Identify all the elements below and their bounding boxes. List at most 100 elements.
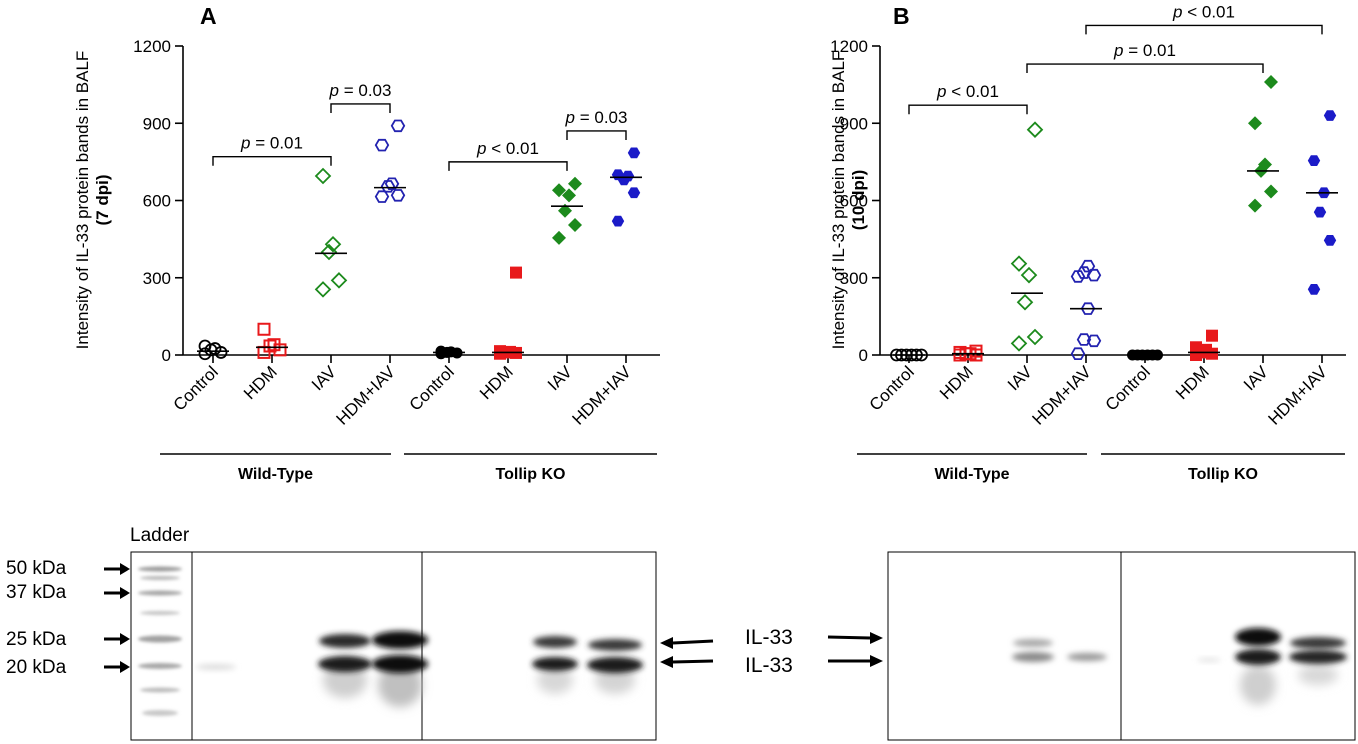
series-wild-type-iav <box>1010 121 1044 352</box>
marker-label-37kda: 37 kDa <box>6 582 67 603</box>
marker-label-20kda: 20 kDa <box>6 657 67 678</box>
comparison-value-0: < 0.01 <box>947 82 999 101</box>
marker-arrowhead-20kda <box>120 661 130 673</box>
ko10-hdmiav-smear <box>1298 665 1338 685</box>
x-tick-label-hdm-5: HDM <box>1172 362 1213 403</box>
x-tick-label-iav-6: IAV <box>1240 362 1272 394</box>
data-point-wild-type-iav-4 <box>1010 255 1028 272</box>
x-tick-label-hdm-iav-3: HDM+IAV <box>333 362 400 429</box>
ko10-iav-band-upper <box>1235 628 1281 646</box>
comparison-value-0: = 0.01 <box>251 134 303 153</box>
wt10-iav-band-lower <box>1012 652 1054 662</box>
group-label-tollip-ko: Tollip KO <box>496 466 566 483</box>
group-label-wild-type: Wild-Type <box>238 466 313 483</box>
comparison-value-2: < 0.01 <box>1183 2 1235 21</box>
blot-left-wt-lanes <box>318 631 428 707</box>
panel-label: B <box>893 3 910 29</box>
data-point-wild-type-hdm-4 <box>257 322 271 336</box>
il33-label-lower: IL-33 <box>745 654 793 677</box>
data-point-tollip-ko-hdm-iav-4 <box>1307 155 1321 166</box>
comparison-bracket-line-2 <box>1085 24 1323 35</box>
comparison-label-1: p = 0.03 <box>329 81 392 100</box>
wt-iav-band-lower <box>318 656 372 672</box>
data-point-tollip-ko-iav-0 <box>552 230 566 245</box>
data-point-wild-type-iav-0 <box>314 281 332 298</box>
y-tick-label-600: 600 <box>143 192 171 211</box>
ladder-bands <box>138 566 182 716</box>
data-point-wild-type-hdm-iav-2 <box>1076 333 1092 346</box>
series-wild-type-control <box>890 348 928 362</box>
wt10-iav-band-upper <box>1013 639 1053 647</box>
series-wild-type-iav <box>314 167 348 298</box>
data-point-tollip-ko-hdm-5 <box>510 266 522 279</box>
x-tick-label-hdm-5: HDM <box>476 362 517 403</box>
comparison-bracket-line-2 <box>448 161 568 171</box>
x-tick-label-hdm-1: HDM <box>936 362 977 403</box>
data-point-wild-type-iav-3 <box>324 236 342 253</box>
y-tick-label-0: 0 <box>859 346 868 365</box>
data-point-wild-type-iav-3 <box>1020 266 1038 284</box>
data-point-tollip-ko-iav-0 <box>1248 198 1262 213</box>
data-point-tollip-ko-hdm-iav-5 <box>1323 110 1337 121</box>
blot-left <box>130 551 657 741</box>
data-point-wild-type-hdm-iav-4 <box>374 138 390 152</box>
data-point-wild-type-iav-4 <box>314 167 332 185</box>
blot-right <box>887 551 1356 741</box>
comparison-label-2: p < 0.01 <box>1172 2 1235 21</box>
data-point-tollip-ko-hdm-4 <box>1190 341 1202 354</box>
data-point-tollip-ko-hdm-4 <box>494 345 506 358</box>
ladder-band-50 <box>138 566 182 572</box>
x-tick-label-control-4: Control <box>1102 362 1154 414</box>
comparison-bracket-line-3 <box>566 130 627 140</box>
series-wild-type-hdm-iav <box>374 119 406 203</box>
group-label-wild-type: Wild-Type <box>934 466 1009 483</box>
y-axis-label-dpi: (7 dpi) <box>93 175 112 226</box>
blot-right-ko-lanes <box>1197 628 1347 705</box>
data-point-tollip-ko-iav-5 <box>568 176 582 191</box>
il33-right-arrowhead-upper <box>870 632 883 644</box>
comparison-bracket-0: p < 0.01 <box>908 82 1028 115</box>
x-tick-label-hdm-iav-3: HDM+IAV <box>1029 362 1096 429</box>
comparison-value-1: = 0.03 <box>339 81 391 100</box>
il33-left-arrowhead-lower <box>660 656 673 668</box>
series-tollip-ko-hdm <box>492 266 524 360</box>
wt-hdmiav-band-upper <box>372 631 428 649</box>
series-tollip-ko-control <box>433 345 465 360</box>
y-axis-label: Intensity of IL-33 protein bands in BALF <box>73 51 92 350</box>
ladder-label: Ladder <box>130 525 190 546</box>
data-point-tollip-ko-hdm-iav-3 <box>621 170 635 182</box>
x-tick-label-control-0: Control <box>866 362 918 414</box>
data-point-tollip-ko-iav-3 <box>1258 157 1272 172</box>
data-point-wild-type-hdm-iav-6 <box>1076 266 1092 279</box>
series-wild-type-hdm <box>256 322 288 359</box>
comparison-bracket-2: p < 0.01 <box>1085 2 1323 35</box>
data-point-tollip-ko-control-4 <box>435 345 447 357</box>
comparison-label-1: p = 0.01 <box>1113 41 1176 60</box>
comparison-bracket-3: p = 0.03 <box>565 108 627 140</box>
x-tick-label-iav-6: IAV <box>544 362 576 394</box>
ko-iav-band-lower <box>532 657 578 671</box>
ladder-band-25 <box>138 635 182 643</box>
data-point-wild-type-iav-5 <box>1026 121 1044 138</box>
data-point-tollip-ko-hdm-iav-0 <box>1307 284 1321 295</box>
data-point-tollip-ko-iav-1 <box>568 217 582 232</box>
data-point-wild-type-hdm-iav-7 <box>1080 259 1096 273</box>
x-tick-label-control-4: Control <box>406 362 458 414</box>
data-point-tollip-ko-hdm-5 <box>1206 329 1218 342</box>
ladder-band-15 <box>140 687 180 693</box>
ladder-band-30 <box>140 611 180 615</box>
x-tick-label-control-0: Control <box>170 362 222 414</box>
ko10-hdmiav-band-lower <box>1289 650 1347 664</box>
comparison-bracket-0: p = 0.01 <box>212 134 332 166</box>
marker-arrowhead-25kda <box>120 633 130 645</box>
y-axis-label: Intensity of IL-33 protein bands in BALF <box>829 51 848 350</box>
comparison-bracket-2: p < 0.01 <box>448 139 568 171</box>
comparison-bracket-line-0 <box>908 104 1028 115</box>
ko-hdmiav-smear <box>595 666 635 694</box>
data-point-tollip-ko-iav-2 <box>558 203 572 218</box>
comparison-p-0: p <box>240 134 250 153</box>
x-tick-label-iav-2: IAV <box>1004 362 1036 394</box>
series-tollip-ko-hdm-iav <box>1306 110 1338 295</box>
x-tick-label-iav-2: IAV <box>308 362 340 394</box>
comparison-label-0: p = 0.01 <box>240 134 303 153</box>
